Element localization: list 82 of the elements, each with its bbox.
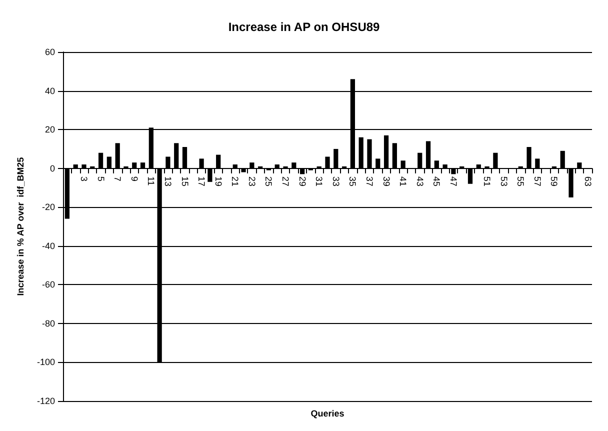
x-tick-label: 27 <box>280 176 291 186</box>
bar <box>292 162 296 168</box>
x-tick-label: 63 <box>582 176 593 186</box>
bar <box>560 150 565 168</box>
y-tick-label: -80 <box>42 318 55 328</box>
bar <box>132 162 137 168</box>
x-tick-label: 43 <box>414 176 425 186</box>
bar <box>241 168 246 172</box>
x-tick-label: 51 <box>482 176 492 186</box>
y-tick-label: 20 <box>44 124 55 135</box>
bar <box>216 154 221 168</box>
bar <box>358 137 364 168</box>
x-tick-label: 7 <box>112 176 123 182</box>
bar <box>442 164 448 168</box>
bar <box>232 164 238 168</box>
bar <box>434 160 439 168</box>
y-tick-label: 40 <box>44 86 55 96</box>
x-tick-label: 19 <box>213 176 224 186</box>
bar <box>208 168 212 182</box>
x-tick-label: 13 <box>162 176 173 186</box>
bar <box>418 152 422 168</box>
bar <box>392 143 397 168</box>
y-tick-label: -100 <box>36 357 55 368</box>
x-tick-label: 35 <box>348 176 358 186</box>
y-tick-label: -60 <box>42 280 55 290</box>
bar <box>426 141 431 168</box>
x-tick-label: 55 <box>516 176 526 186</box>
x-tick-label: 23 <box>246 176 257 186</box>
x-tick-label: 53 <box>498 176 509 186</box>
bar <box>115 143 120 168</box>
x-tick-label: 57 <box>532 176 542 186</box>
bar <box>250 162 254 168</box>
x-tick-label: 59 <box>549 176 560 186</box>
bar <box>166 156 170 168</box>
x-tick-label: 41 <box>398 176 408 186</box>
y-tick-label: -40 <box>42 240 55 251</box>
bar <box>274 164 280 168</box>
bar <box>577 162 582 168</box>
y-axis-title: Increase in % AP over idf_BM25 <box>16 157 26 296</box>
bar <box>400 160 406 168</box>
y-tick-label: 0 <box>50 163 55 174</box>
bar <box>451 168 456 174</box>
bar <box>468 168 473 184</box>
bar <box>106 156 112 168</box>
bar <box>73 164 78 168</box>
bar <box>174 143 179 168</box>
x-tick-label: 11 <box>146 176 156 186</box>
bar <box>476 164 481 168</box>
y-tick-label: 60 <box>44 47 55 57</box>
bar <box>526 147 532 168</box>
bar <box>98 152 104 168</box>
bar <box>384 135 389 168</box>
x-tick-label: 47 <box>448 176 458 186</box>
y-tick-label: -120 <box>36 396 55 406</box>
x-tick-label: 39 <box>381 176 392 186</box>
x-tick-label: 21 <box>230 176 240 186</box>
bar <box>300 168 305 174</box>
x-tick-label: 17 <box>196 176 207 186</box>
x-tick-label: 25 <box>264 176 274 186</box>
bar <box>325 156 330 168</box>
x-tick-label: 5 <box>96 176 106 182</box>
x-axis-title: Queries <box>310 408 344 418</box>
bar <box>182 147 188 168</box>
bar <box>568 168 574 198</box>
x-tick-label: 37 <box>364 176 374 186</box>
bar <box>376 158 380 168</box>
bar <box>367 139 372 168</box>
y-tick-label: -20 <box>42 202 55 212</box>
x-tick-label: 29 <box>297 176 308 186</box>
bar <box>140 162 146 168</box>
x-tick-label: 3 <box>78 176 89 182</box>
bar <box>493 152 498 168</box>
bar <box>535 158 540 168</box>
x-tick-label: 31 <box>314 176 324 186</box>
x-tick-label: 9 <box>129 176 140 182</box>
chart-title: Increase in AP on OHSU89 <box>228 20 380 34</box>
bar <box>82 164 86 168</box>
x-tick-label: 15 <box>180 176 190 186</box>
x-tick-label: 33 <box>330 176 341 186</box>
bar <box>334 148 338 168</box>
x-tick-label: 45 <box>432 176 442 186</box>
bar <box>199 158 204 168</box>
